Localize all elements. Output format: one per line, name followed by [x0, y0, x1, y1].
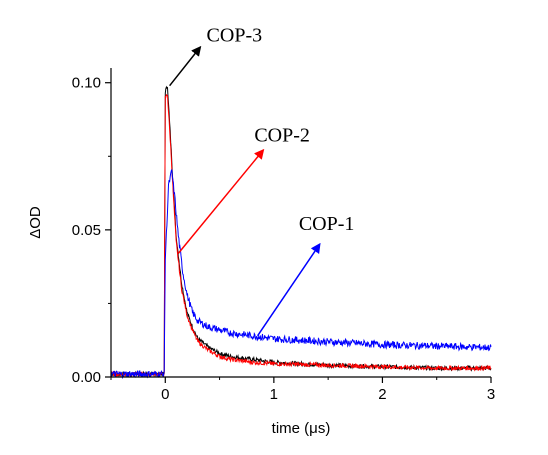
annotation-arrow-cop-2 — [177, 148, 265, 254]
tick-layer: 0 1 2 3 0.00 0.05 0.10 — [72, 75, 495, 403]
axes — [110, 68, 491, 378]
annotation-layer: COP-3 COP-2 COP-1 — [169, 25, 355, 337]
annotation-arrow-cop-3 — [169, 45, 202, 87]
x-tick-label: 3 — [487, 386, 495, 403]
annotation-label-cop-3: COP-3 — [207, 25, 263, 47]
y-axis-title: ΔOD — [27, 206, 44, 239]
annotation-label-cop-1: COP-1 — [299, 213, 355, 235]
y-tick-label: 0.10 — [72, 75, 101, 92]
annotation-arrow-cop-1 — [256, 242, 321, 337]
x-tick-label: 2 — [378, 386, 386, 403]
series-line-cop-2 — [110, 93, 492, 378]
annotation-label-cop-2: COP-2 — [254, 125, 310, 147]
series-layer — [110, 85, 492, 380]
x-tick-label: 1 — [270, 386, 278, 403]
series-line-cop-1 — [110, 169, 492, 380]
x-axis-title: time (μs) — [272, 420, 331, 437]
y-tick-label: 0.00 — [72, 369, 101, 386]
x-tick-label: 0 — [161, 386, 169, 403]
y-tick-label: 0.05 — [72, 222, 101, 239]
